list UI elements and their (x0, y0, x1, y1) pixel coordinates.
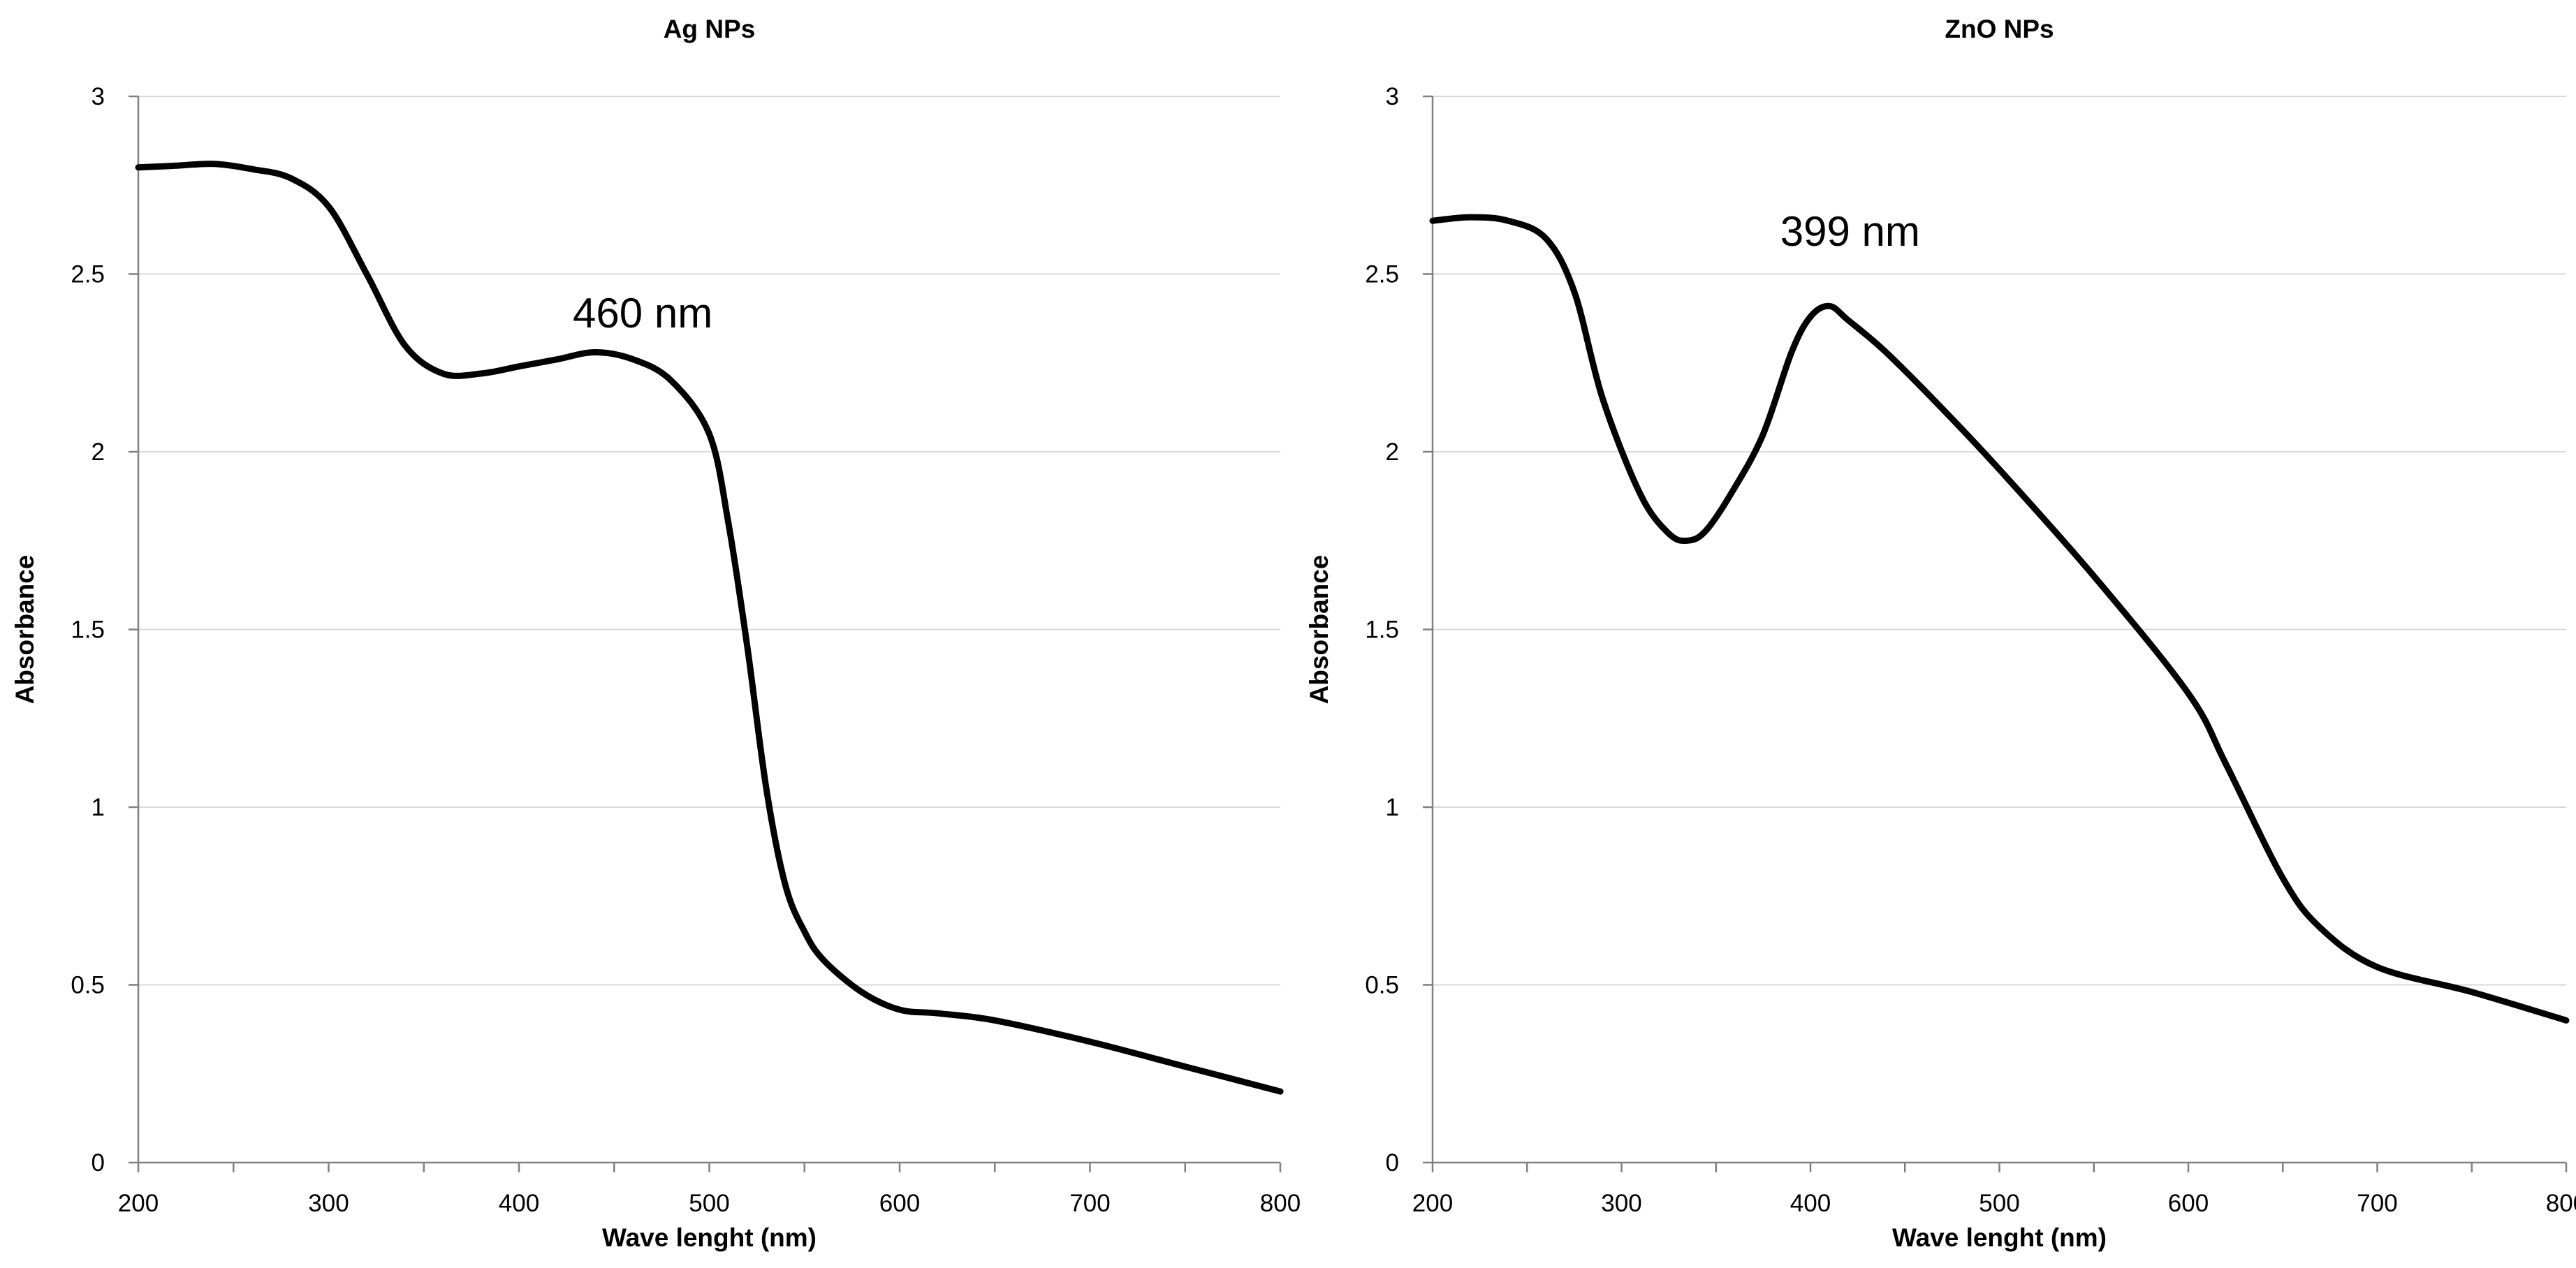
x-axis-label: Wave lenght (nm) (1892, 1223, 2107, 1252)
y-tick-label: 0.5 (1365, 972, 1399, 999)
y-tick-label: 1.5 (1365, 617, 1399, 644)
x-tick-label: 500 (1979, 1190, 2019, 1217)
zno-nps-chart: ZnO NPs Wave lenght (nm) Absorbance 0 0.5… (1305, 15, 2576, 1252)
x-tick-label: 600 (879, 1190, 920, 1217)
y-tick-label: 1.5 (71, 617, 105, 644)
ag-nps-chart: Ag NPs Wave lenght (nm) Absorbance 0 0.5 1… (10, 15, 1301, 1252)
x-tick-label: 300 (1601, 1190, 1641, 1217)
x-tick-label: 200 (1412, 1190, 1453, 1217)
y-axis-label: Absorbance (1305, 555, 1333, 705)
tick-labels: 0 0.5 1 1.5 2 2.5 3 200 300 400 500 600 700 800 (71, 83, 1301, 1217)
x-tick-label: 200 (118, 1190, 159, 1217)
gridlines (138, 96, 1280, 986)
x-tick-label: 700 (1069, 1190, 1110, 1217)
axes (129, 95, 1282, 1172)
tick-labels: 0 0.5 1 1.5 2 2.5 3 200 300 400 500 600 700 800 (1365, 83, 2576, 1217)
chart-title: Ag NPs (664, 15, 756, 43)
x-tick-label: 800 (2546, 1190, 2576, 1217)
x-tick-label: 500 (689, 1190, 729, 1217)
series-line (135, 161, 1284, 1095)
x-axis-label: Wave lenght (nm) (602, 1223, 817, 1252)
x-tick-label: 400 (1790, 1190, 1831, 1217)
y-tick-label: 0.5 (71, 972, 105, 999)
annotations: 399 nm (1780, 208, 1920, 255)
y-axis-label: Absorbance (10, 555, 39, 705)
x-tick-label: 400 (499, 1190, 539, 1217)
x-tick-label: 700 (2357, 1190, 2397, 1217)
y-tick-label: 2.5 (71, 261, 105, 288)
x-tick-label: 600 (2168, 1190, 2209, 1217)
gridlines (1433, 96, 2566, 986)
peak-annotation: 460 nm (573, 290, 712, 337)
y-tick-label: 0 (92, 1149, 105, 1177)
axes (1423, 95, 2568, 1172)
x-tick-label: 800 (1260, 1190, 1301, 1217)
chart-title: ZnO NPs (1945, 15, 2054, 43)
y-tick-label: 3 (1386, 83, 1399, 110)
y-tick-label: 1 (1386, 794, 1399, 821)
y-tick-label: 3 (92, 83, 105, 110)
y-tick-label: 1 (92, 794, 105, 821)
series-lines (1429, 214, 2570, 1024)
y-tick-label: 0 (1386, 1149, 1399, 1177)
x-tick-label: 300 (308, 1190, 349, 1217)
y-tick-label: 2.5 (1365, 261, 1399, 288)
series-lines (135, 161, 1284, 1095)
annotations: 460 nm (573, 290, 712, 337)
y-tick-label: 2 (92, 438, 105, 466)
series-line (1429, 214, 2570, 1024)
peak-annotation: 399 nm (1780, 208, 1920, 255)
y-tick-label: 2 (1386, 438, 1399, 466)
